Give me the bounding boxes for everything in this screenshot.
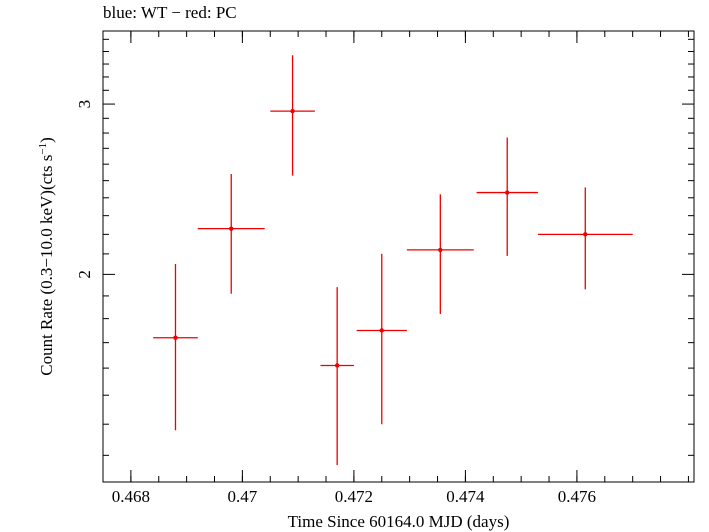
y-axis-label-superscript: −1 — [37, 143, 49, 155]
x-tick-label: 0.476 — [558, 487, 596, 506]
y-tick-label: 3 — [75, 100, 94, 109]
x-tick-label: 0.47 — [228, 487, 258, 506]
y-axis-label: Count Rate (0.3−10.0 keV)(cts s−1) — [37, 137, 56, 376]
data-point — [290, 108, 295, 114]
data-point — [229, 226, 234, 231]
data-point — [334, 363, 340, 368]
data-point — [173, 335, 178, 340]
chart-title: blue: WT − red: PC — [103, 3, 237, 22]
data-point — [379, 328, 384, 333]
y-axis: 23 — [75, 38, 694, 456]
x-tick-label: 0.472 — [335, 487, 373, 506]
x-axis: 0.468 0.47 0.472 0.474 0.476 — [112, 31, 689, 506]
x-tick-label: 0.474 — [446, 487, 485, 506]
x-tick-label: 0.468 — [112, 487, 150, 506]
y-axis-label-main: Count Rate (0.3−10.0 keV)(cts s — [37, 155, 56, 376]
data-point — [505, 190, 510, 195]
y-axis-label-end: ) — [37, 137, 56, 143]
data-point — [438, 247, 443, 253]
y-tick-label: 2 — [75, 270, 94, 279]
plot-frame — [102, 30, 695, 483]
x-axis-label: Time Since 60164.0 MJD (days) — [288, 512, 510, 531]
data-series — [153, 55, 633, 466]
data-point — [583, 232, 588, 237]
